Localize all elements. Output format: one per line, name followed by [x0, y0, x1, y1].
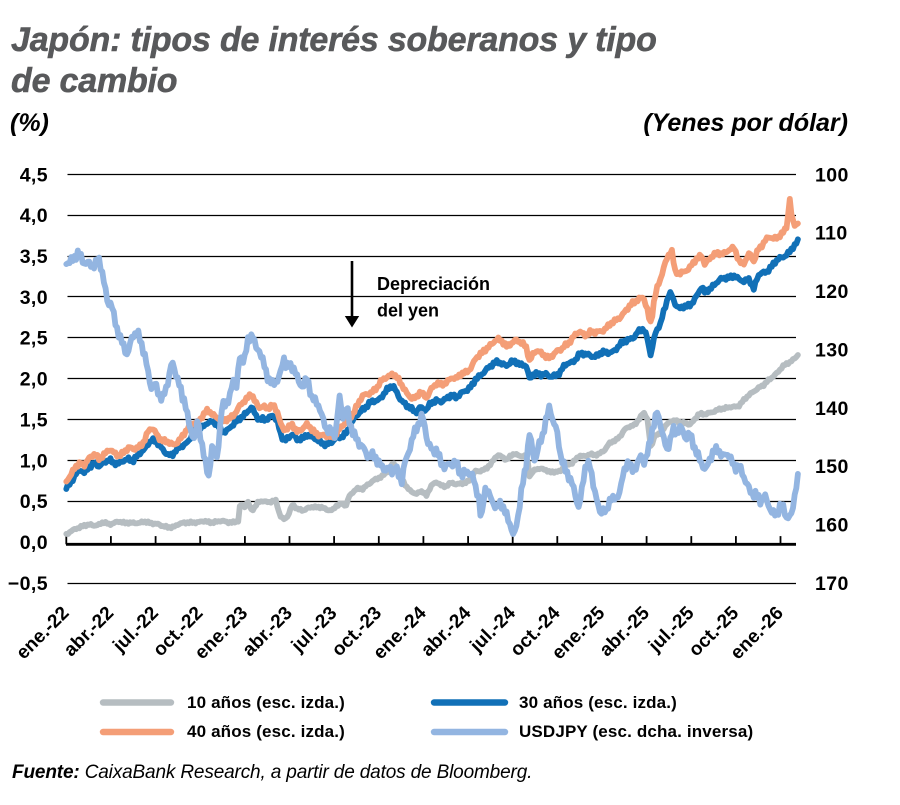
- svg-text:170: 170: [815, 573, 849, 595]
- svg-text:0,5: 0,5: [20, 491, 48, 513]
- svg-text:4,5: 4,5: [20, 164, 48, 186]
- svg-text:1,5: 1,5: [20, 410, 48, 432]
- svg-text:110: 110: [815, 223, 848, 245]
- svg-text:ene.-22: ene.-22: [12, 603, 73, 664]
- svg-text:0,0: 0,0: [20, 532, 48, 554]
- svg-text:3,0: 3,0: [20, 287, 48, 309]
- svg-text:120: 120: [815, 281, 849, 303]
- svg-text:del yen: del yen: [377, 301, 439, 321]
- svg-text:Depreciación: Depreciación: [377, 274, 490, 294]
- svg-text:4,0: 4,0: [20, 205, 48, 227]
- svg-text:abr.-24: abr.-24: [417, 602, 475, 660]
- svg-text:abr.-25: abr.-25: [596, 602, 654, 660]
- svg-text:3,5: 3,5: [20, 246, 48, 268]
- svg-text:130: 130: [815, 339, 849, 361]
- svg-text:160: 160: [815, 515, 849, 537]
- svg-text:abr.-23: abr.-23: [239, 603, 297, 661]
- svg-text:2,5: 2,5: [20, 328, 48, 350]
- svg-text:100: 100: [815, 164, 849, 186]
- svg-text:2,0: 2,0: [20, 369, 48, 391]
- svg-text:−0,5: −0,5: [8, 573, 48, 595]
- svg-text:abr.-22: abr.-22: [60, 603, 118, 661]
- svg-text:150: 150: [815, 456, 849, 478]
- svg-text:140: 140: [815, 398, 849, 420]
- svg-text:1,0: 1,0: [20, 450, 48, 472]
